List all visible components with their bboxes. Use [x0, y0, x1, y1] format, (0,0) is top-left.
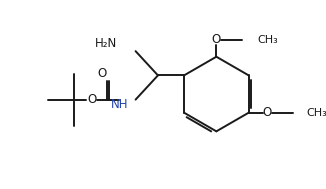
Text: O: O — [212, 33, 221, 46]
Text: O: O — [97, 67, 107, 80]
Text: CH₃: CH₃ — [258, 35, 278, 45]
Text: NH: NH — [111, 98, 128, 111]
Text: O: O — [87, 93, 96, 106]
Text: H₂N: H₂N — [95, 37, 117, 50]
Text: O: O — [263, 106, 272, 119]
Text: CH₃: CH₃ — [306, 108, 326, 118]
